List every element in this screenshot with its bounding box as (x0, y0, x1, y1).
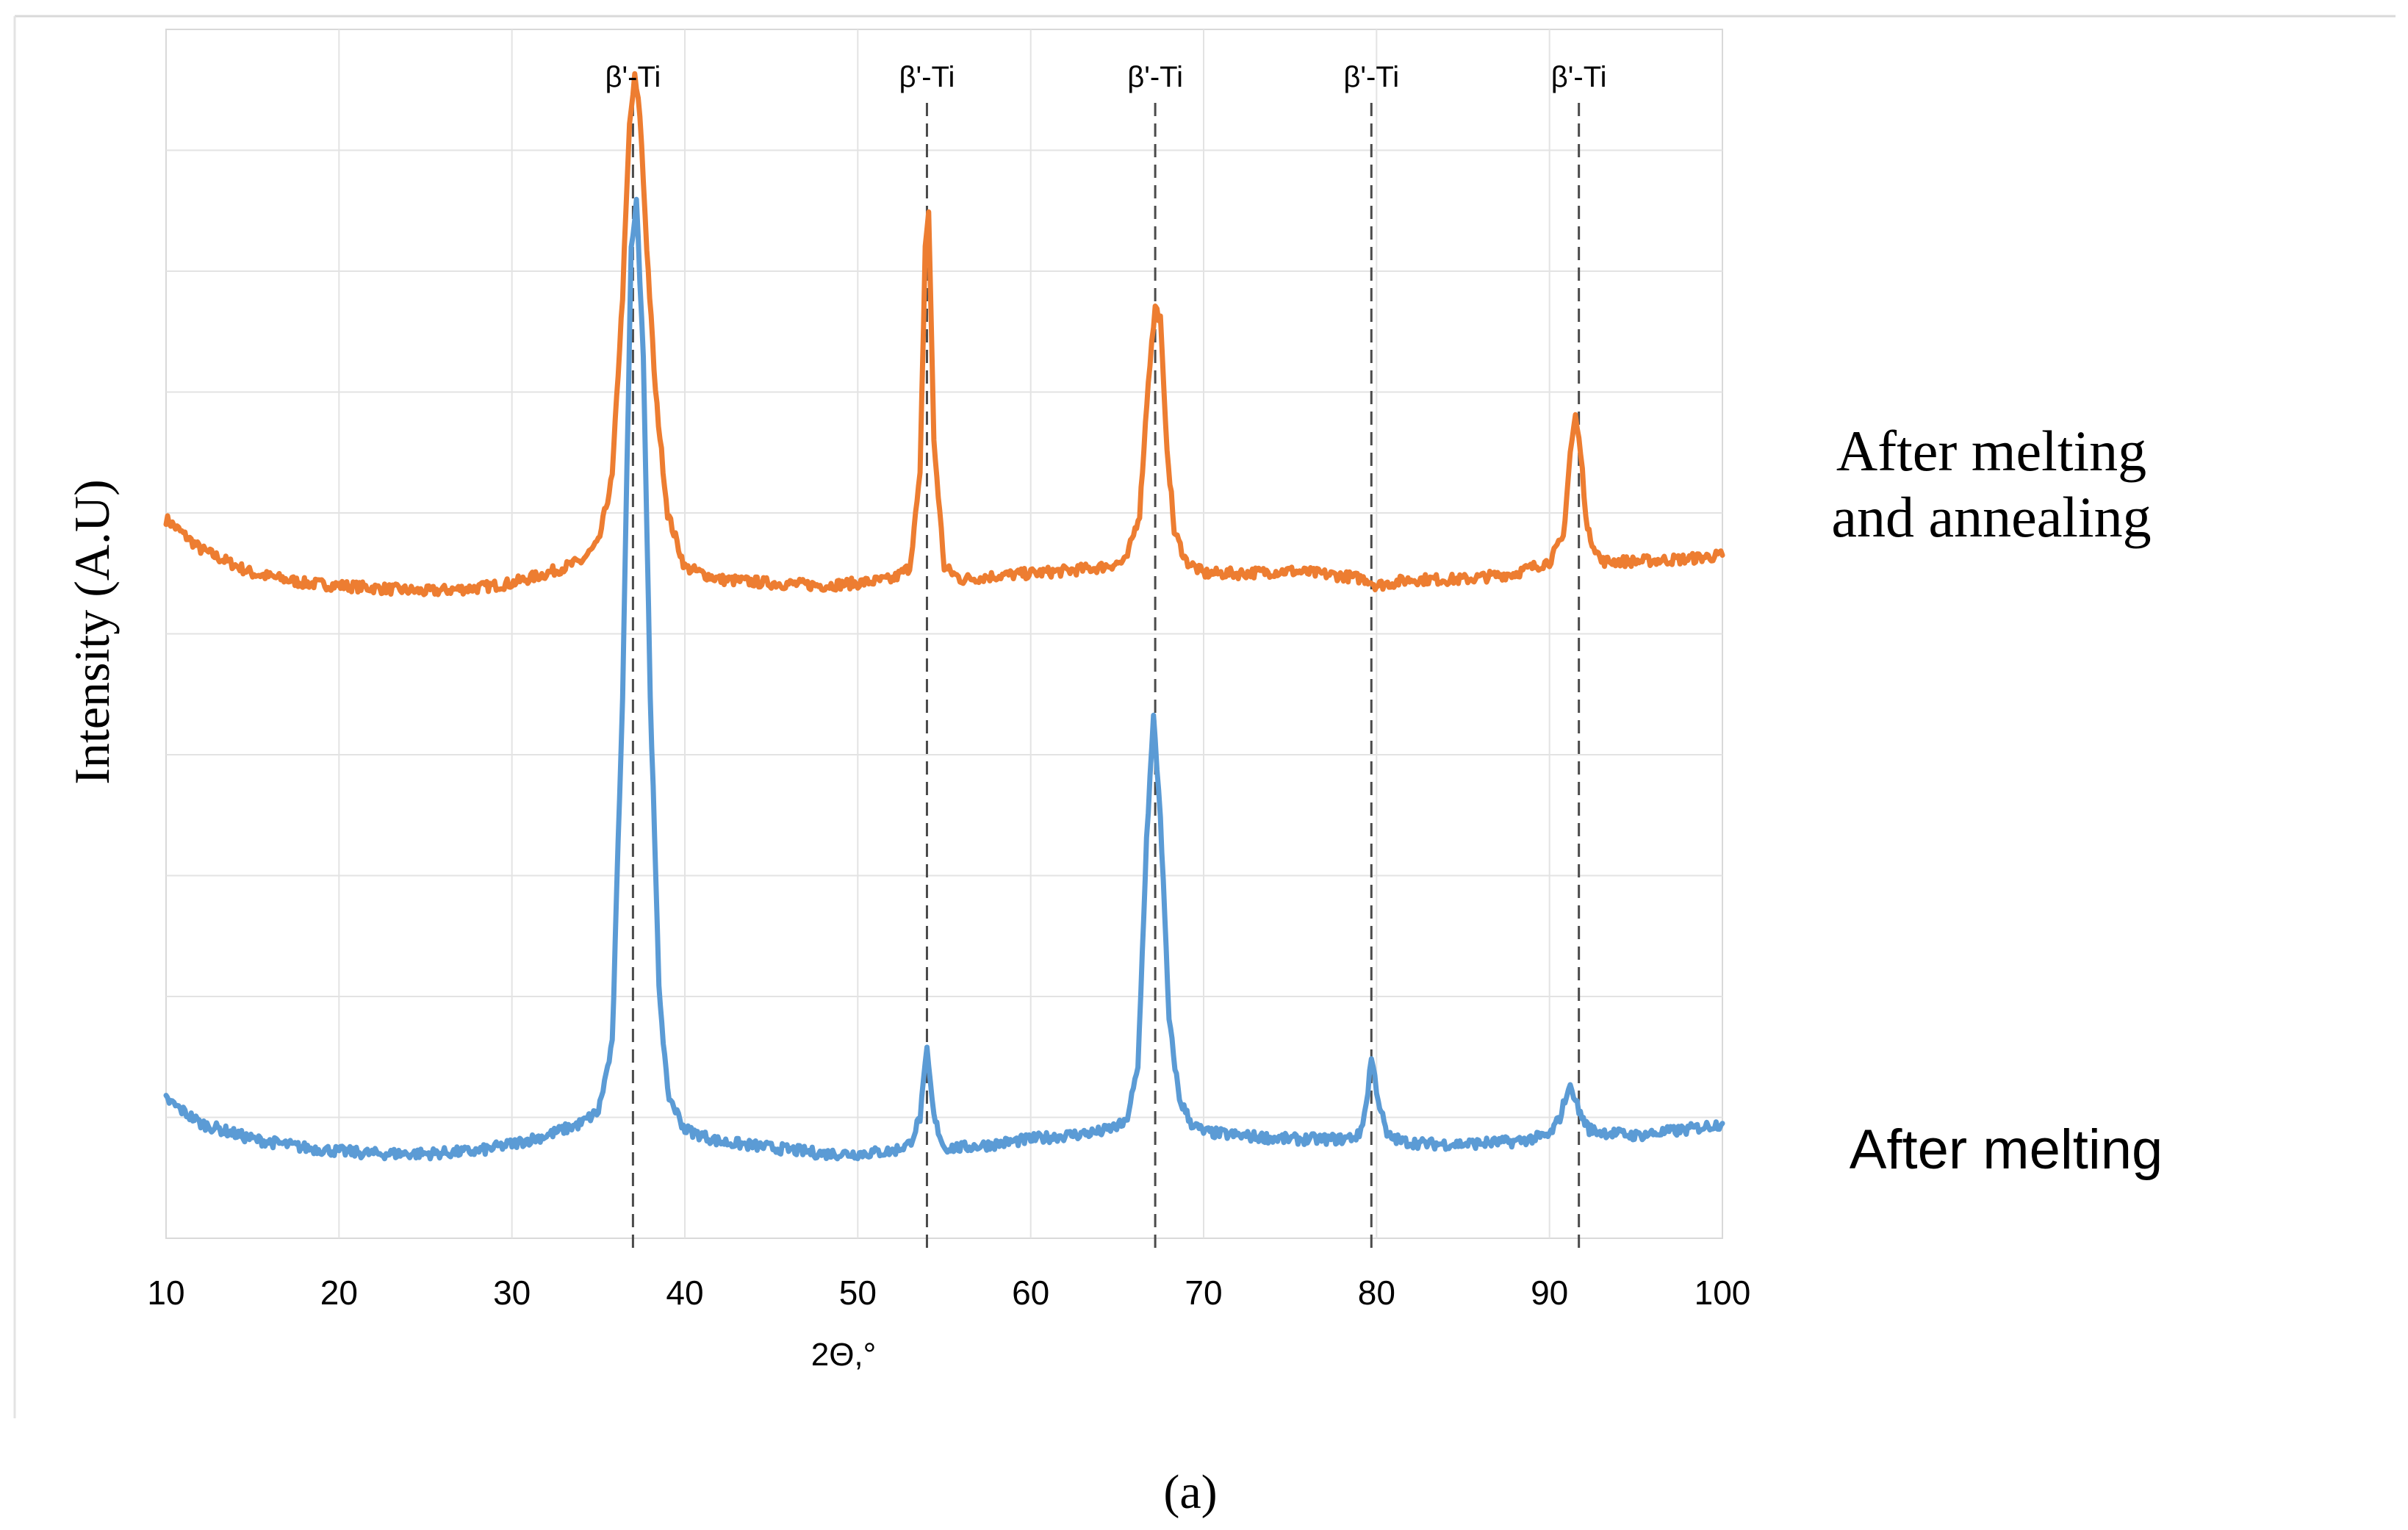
reference-labels: β'-Ti β'-Ti β'-Ti β'-Ti β'-Ti (605, 61, 1606, 93)
x-tick-label: 10 (147, 1274, 184, 1312)
series-label-annealing-line1: After melting (1836, 419, 2146, 483)
reference-label: β'-Ti (899, 61, 955, 93)
reference-label: β'-Ti (605, 61, 661, 93)
reference-label: β'-Ti (1127, 61, 1183, 93)
x-tick-label: 20 (320, 1274, 358, 1312)
series-line-melting-annealing (163, 71, 1725, 597)
x-tick-label: 70 (1185, 1274, 1222, 1312)
x-tick-label: 60 (1012, 1274, 1049, 1312)
x-tick-label: 30 (493, 1274, 531, 1312)
reference-label: β'-Ti (1343, 61, 1399, 93)
figure-caption: (a) (1163, 1465, 1217, 1519)
x-tick-label: 80 (1358, 1274, 1395, 1312)
x-axis-title: 2Θ,° (811, 1337, 877, 1373)
series-label-annealing-line2: and annealing (1831, 485, 2151, 549)
x-tick-labels: 10 20 30 40 50 60 70 80 90 100 (147, 1274, 1750, 1312)
x-tick-label: 40 (666, 1274, 703, 1312)
series-line-melting (163, 196, 1725, 1162)
y-axis-title: Intensity (A.U) (64, 479, 120, 784)
x-tick-label: 50 (839, 1274, 877, 1312)
x-tick-label: 100 (1694, 1274, 1751, 1312)
series-label-melting: After melting (1850, 1118, 2163, 1181)
series-layer (163, 71, 1725, 1162)
x-tick-label: 90 (1531, 1274, 1568, 1312)
reference-label: β'-Ti (1551, 61, 1607, 93)
grid-lines (166, 29, 1722, 1238)
